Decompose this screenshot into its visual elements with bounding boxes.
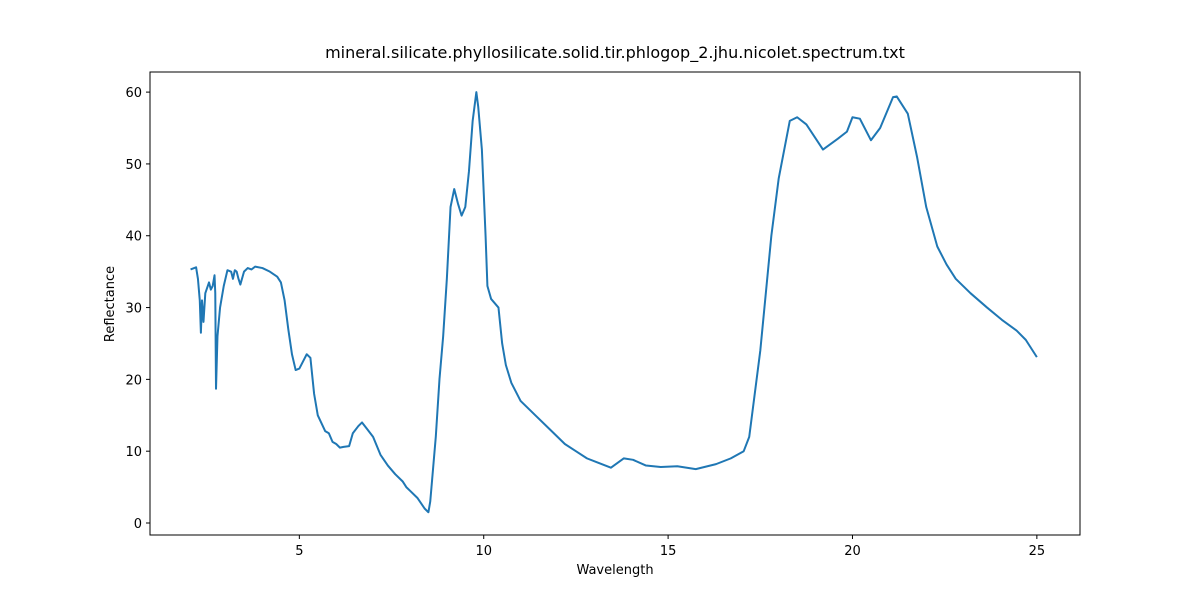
y-tick-label: 20 bbox=[125, 373, 142, 388]
y-tick-label: 40 bbox=[125, 230, 142, 245]
y-tick-label: 10 bbox=[125, 445, 142, 460]
x-axis-label: Wavelength bbox=[576, 563, 653, 578]
chart-title: mineral.silicate.phyllosilicate.solid.ti… bbox=[325, 43, 905, 63]
x-tick-label: 10 bbox=[475, 544, 492, 559]
y-tick-label: 0 bbox=[134, 517, 142, 532]
y-tick-label: 50 bbox=[125, 158, 142, 173]
x-tick-label: 20 bbox=[844, 544, 861, 559]
data-line bbox=[190, 91, 1038, 514]
y-tick-label: 60 bbox=[125, 86, 142, 101]
plot-frame bbox=[149, 71, 1081, 536]
x-tick-label: 25 bbox=[1029, 544, 1046, 559]
y-axis-label: Reflectance bbox=[103, 266, 118, 342]
x-tick-label: 5 bbox=[295, 544, 303, 559]
y-tick-label: 30 bbox=[125, 302, 142, 317]
x-tick-label: 15 bbox=[660, 544, 677, 559]
